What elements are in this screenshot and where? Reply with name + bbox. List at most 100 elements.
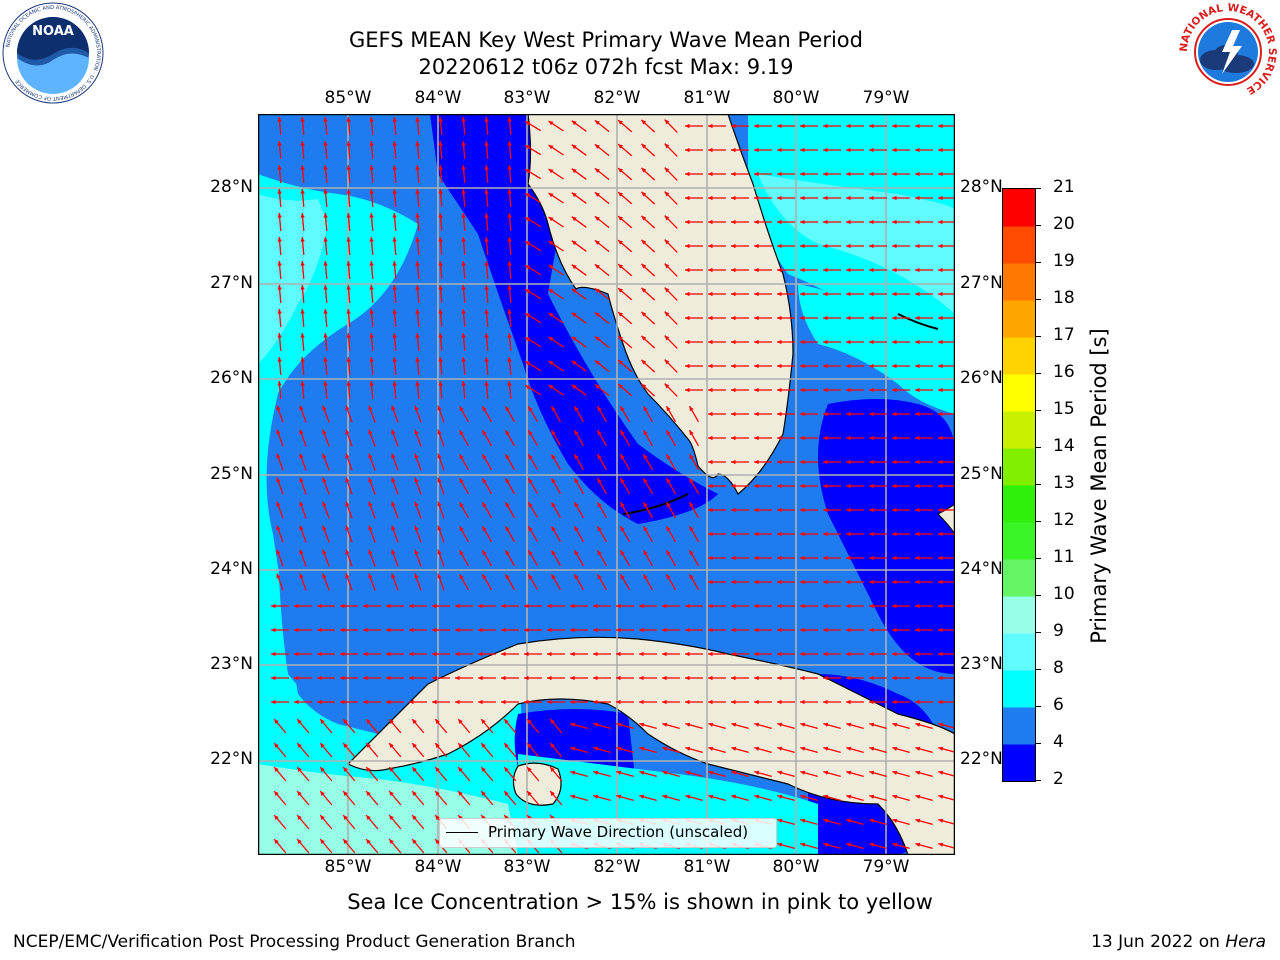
wave-arrow-head xyxy=(708,459,713,465)
wave-arrow-head xyxy=(620,502,625,508)
wave-arrow-head xyxy=(869,794,875,799)
wave-arrow-head xyxy=(323,117,328,122)
wave-arrow-head xyxy=(343,791,348,796)
wave-arrow-head xyxy=(435,839,440,844)
wave-arrow-head xyxy=(461,309,466,314)
wave-direction-arrows xyxy=(271,116,955,854)
wave-arrow-head xyxy=(708,435,713,441)
wave-arrow-head xyxy=(685,722,691,727)
colorbar-tick-label: 15 xyxy=(1053,399,1075,419)
wave-arrow-head xyxy=(643,550,648,556)
wave-arrow-head xyxy=(299,549,304,555)
wave-arrow-head xyxy=(300,333,305,338)
wave-arrow-head xyxy=(639,651,644,657)
wave-arrow-head xyxy=(689,550,694,556)
lat-label-left: 27°N xyxy=(210,273,253,293)
wave-arrow-head xyxy=(597,454,602,460)
wave-arrow-head xyxy=(708,219,713,225)
wave-arrow-head xyxy=(892,411,897,417)
wave-arrow-head xyxy=(459,574,464,580)
wave-arrow-head xyxy=(892,794,898,799)
wave-arrow-head xyxy=(823,746,829,751)
wave-arrow-head xyxy=(754,123,759,129)
wave-arrow-head xyxy=(438,357,443,362)
wave-arrow-head xyxy=(689,502,694,508)
wave-arrow-head xyxy=(938,675,943,681)
wave-arrow-head xyxy=(666,550,671,556)
wave-arrow-head xyxy=(731,651,736,657)
wave-arrow-head xyxy=(823,411,828,417)
wave-arrow-head xyxy=(392,357,397,362)
wave-arrow-head xyxy=(438,261,443,266)
wave-arrow-head xyxy=(391,501,396,507)
wave-arrow-head xyxy=(869,363,874,369)
wave-arrow-head xyxy=(481,767,486,772)
wave-arrow-head xyxy=(685,243,690,249)
wave-arrow-head xyxy=(666,574,671,580)
wave-arrow-head xyxy=(570,603,575,609)
wave-arrow-head xyxy=(685,147,690,153)
wave-arrow-head xyxy=(823,459,828,465)
colorbar-tick-mark xyxy=(1035,632,1041,633)
wave-arrow-head xyxy=(363,699,368,705)
wave-arrow-head xyxy=(754,627,759,633)
wave-arrow-head xyxy=(277,285,282,290)
wave-arrow-head xyxy=(664,191,670,197)
wave-arrow-head xyxy=(484,357,489,362)
wave-arrow-head xyxy=(346,261,351,266)
wave-arrow-head xyxy=(368,573,373,579)
wave-arrow-head xyxy=(664,311,670,317)
wave-arrow-head xyxy=(731,699,736,705)
wave-arrow-head xyxy=(368,549,373,555)
wave-arrow-head xyxy=(343,743,348,748)
wave-arrow-head xyxy=(823,387,828,393)
wave-arrow-head xyxy=(915,219,920,225)
wave-arrow-head xyxy=(777,147,782,153)
wave-arrow-head xyxy=(432,675,437,681)
wave-arrow-head xyxy=(432,651,437,657)
wave-arrow-head xyxy=(869,579,874,585)
wave-arrow-head xyxy=(685,195,690,201)
chart-title-line2: 20220612 t06z 072h fcst Max: 9.19 xyxy=(418,55,794,79)
wave-arrow-head xyxy=(438,333,443,338)
wave-arrow-head xyxy=(869,555,874,561)
wave-arrow-head xyxy=(528,502,533,508)
wave-arrow-head xyxy=(938,651,943,657)
wave-arrow-head xyxy=(276,429,281,435)
wave-arrow-head xyxy=(754,147,759,153)
wave-arrow-head xyxy=(391,405,396,411)
wave-arrow-head xyxy=(274,767,279,772)
colorbar-swatch xyxy=(1003,559,1035,597)
wave-arrow-head xyxy=(458,791,463,796)
wave-arrow-head xyxy=(484,141,489,146)
wave-arrow-head xyxy=(846,387,851,393)
wave-arrow-head xyxy=(414,525,419,531)
wave-arrow-head xyxy=(892,147,897,153)
wave-arrow-head xyxy=(322,477,327,483)
wave-arrow-head xyxy=(299,477,304,483)
wave-arrow-head xyxy=(389,791,394,796)
wave-arrow-head xyxy=(754,794,760,799)
wave-arrow-head xyxy=(594,288,600,293)
wave-arrow-head xyxy=(708,507,713,513)
wave-arrow-head xyxy=(415,309,420,314)
wave-arrow-head xyxy=(641,359,647,365)
wave-arrow-head xyxy=(276,501,281,507)
wave-arrow-head xyxy=(800,171,805,177)
wave-arrow-head xyxy=(892,123,897,129)
wave-arrow-head xyxy=(800,243,805,249)
wave-arrow-head xyxy=(570,794,576,799)
wave-arrow-head xyxy=(731,219,736,225)
wave-arrow-head xyxy=(664,119,670,125)
wave-arrow-head xyxy=(731,195,736,201)
wave-arrow-head xyxy=(846,267,851,273)
wave-arrow-head xyxy=(345,501,350,507)
wave-arrow-head xyxy=(685,794,691,799)
wave-arrow-head xyxy=(299,573,304,579)
wave-arrow-head xyxy=(294,627,299,633)
wave-arrow-head xyxy=(550,767,555,772)
wave-arrow-head xyxy=(823,627,828,633)
wave-arrow-head xyxy=(415,261,420,266)
wave-arrow-head xyxy=(685,746,691,751)
wave-arrow-head xyxy=(731,147,736,153)
